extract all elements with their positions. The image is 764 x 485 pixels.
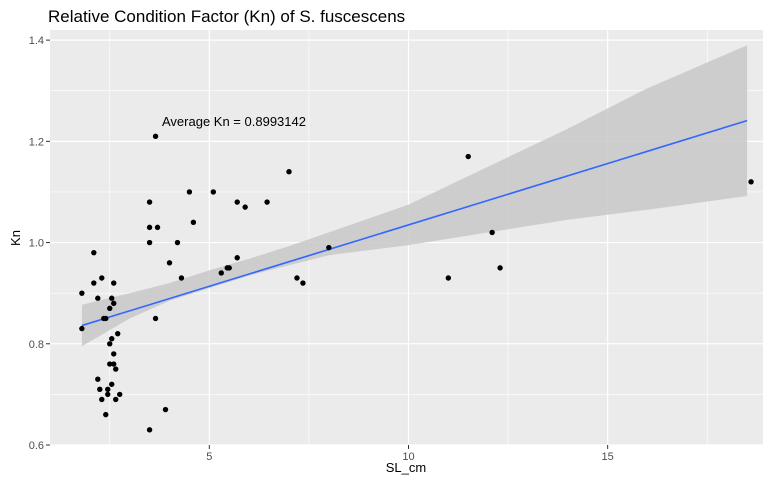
chart-title: Relative Condition Factor (Kn) of S. fus… bbox=[48, 7, 405, 26]
data-point bbox=[489, 229, 495, 236]
data-point bbox=[146, 224, 153, 231]
regression-line bbox=[81, 119, 748, 327]
y-tick-label: 1.4 bbox=[29, 35, 44, 47]
data-point bbox=[95, 376, 101, 382]
data-point bbox=[95, 295, 101, 301]
average-kn-annotation: Average Kn = 0.8993142 bbox=[162, 114, 306, 129]
y-tick-label: 1.0 bbox=[29, 238, 44, 250]
data-point bbox=[109, 381, 115, 387]
data-point bbox=[186, 189, 193, 195]
data-point bbox=[113, 396, 119, 403]
data-point bbox=[103, 315, 109, 322]
data-point bbox=[152, 315, 159, 322]
data-point bbox=[497, 265, 503, 271]
data-point bbox=[109, 295, 115, 301]
data-point bbox=[152, 133, 159, 139]
data-point bbox=[166, 260, 173, 266]
data-point bbox=[105, 386, 111, 393]
data-points bbox=[79, 133, 754, 433]
data-point bbox=[107, 341, 113, 347]
data-point bbox=[99, 396, 105, 403]
data-point bbox=[111, 280, 117, 286]
data-point bbox=[300, 280, 306, 286]
data-point bbox=[111, 361, 117, 367]
data-point bbox=[99, 275, 105, 281]
data-point bbox=[105, 391, 111, 398]
y-tick-label: 0.8 bbox=[29, 339, 44, 351]
data-point bbox=[146, 199, 153, 205]
axis-ticks: 5 10 15 0.6 0.8 1.0 1.2 1.4 bbox=[29, 35, 614, 463]
data-point bbox=[465, 153, 471, 160]
y-tick-label: 1.2 bbox=[29, 136, 44, 148]
confidence-band bbox=[81, 45, 748, 347]
data-point bbox=[79, 325, 85, 332]
data-point bbox=[91, 280, 97, 286]
data-point bbox=[111, 300, 117, 306]
data-point bbox=[103, 411, 109, 418]
data-point bbox=[117, 391, 123, 398]
data-point bbox=[111, 351, 117, 357]
data-point bbox=[79, 290, 85, 296]
data-point bbox=[748, 179, 754, 185]
x-tick-label: 15 bbox=[602, 451, 614, 463]
data-point bbox=[109, 336, 115, 342]
data-point bbox=[162, 406, 169, 413]
data-point bbox=[107, 305, 113, 312]
y-axis-label: Kn bbox=[8, 230, 23, 246]
data-point bbox=[286, 169, 292, 175]
data-point bbox=[326, 244, 332, 251]
data-point bbox=[115, 330, 121, 337]
data-point bbox=[190, 219, 197, 226]
data-point bbox=[97, 386, 103, 393]
data-point bbox=[242, 204, 248, 210]
x-axis-label: SL_cm bbox=[386, 460, 426, 475]
y-tick-label: 0.6 bbox=[29, 440, 44, 452]
data-point bbox=[146, 427, 153, 433]
x-tick-label: 5 bbox=[206, 451, 212, 463]
data-point bbox=[264, 199, 270, 205]
data-point bbox=[174, 239, 181, 246]
data-point bbox=[226, 265, 232, 271]
data-point bbox=[113, 366, 119, 372]
data-point bbox=[210, 189, 217, 195]
data-point bbox=[445, 275, 452, 281]
data-point bbox=[234, 199, 240, 205]
data-point bbox=[218, 270, 224, 276]
data-point bbox=[146, 239, 153, 246]
data-point bbox=[107, 361, 113, 367]
data-point bbox=[91, 249, 97, 256]
data-point bbox=[154, 224, 161, 231]
data-point bbox=[294, 275, 300, 281]
data-point bbox=[234, 255, 240, 261]
x-tick-label: 10 bbox=[402, 451, 414, 463]
data-point bbox=[178, 275, 185, 281]
